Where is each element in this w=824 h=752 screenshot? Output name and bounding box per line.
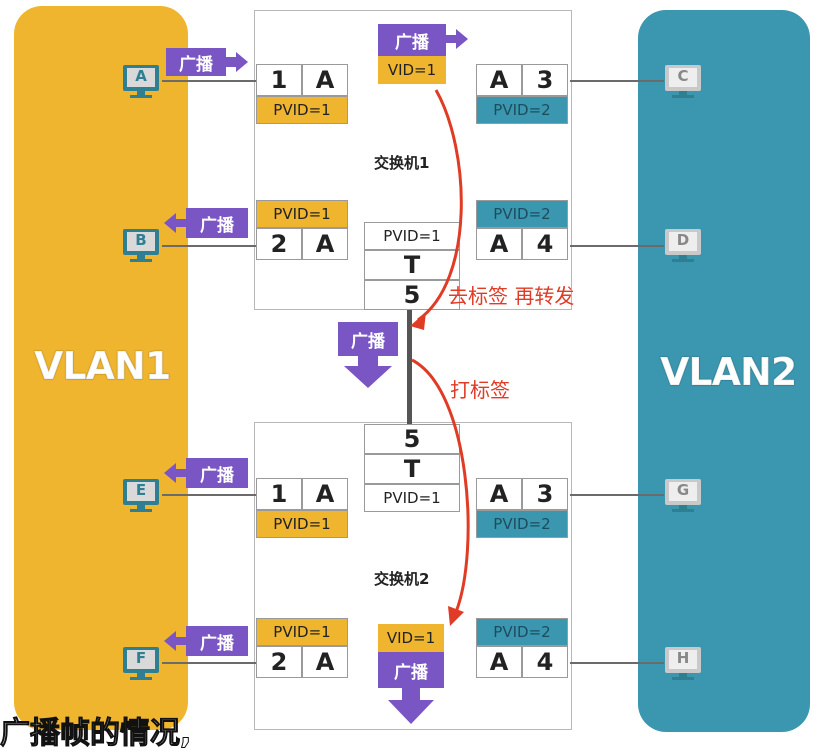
vlan2-region — [638, 10, 810, 732]
s1-port5-mode: T — [364, 250, 460, 280]
s2-port5-pvid: PVID=1 — [364, 484, 460, 512]
host-f-pc-icon — [123, 647, 159, 680]
arrow-left-icon — [164, 631, 186, 651]
s1-port5-num: 5 — [364, 280, 460, 310]
host-a-pc-icon — [123, 65, 159, 98]
broadcast-tag-to-f: 广播 — [186, 626, 248, 656]
host-b-label: B — [135, 231, 147, 249]
flow-arrow-untag — [410, 89, 463, 330]
note-tag: 打标签 — [450, 378, 510, 402]
host-d-pc-icon — [665, 229, 701, 262]
broadcast-tag-to-b: 广播 — [186, 208, 248, 238]
host-c-pc-icon — [665, 65, 701, 98]
caption-subtitle: 广播帧的情况, — [0, 716, 192, 752]
arrow-left-icon — [164, 213, 186, 233]
host-h-label: H — [676, 649, 690, 667]
flow-arrow-tag — [411, 358, 470, 626]
broadcast-tag-trunk: 广播 — [338, 322, 398, 356]
link-g — [570, 494, 664, 496]
s2-port3-mode: A — [476, 478, 522, 510]
arrow-right-icon — [446, 29, 468, 49]
host-d-label: D — [676, 231, 690, 249]
trunk-link — [407, 308, 412, 424]
s2-port2-mode: A — [302, 646, 348, 678]
link-b — [162, 245, 256, 247]
s2-port4-mode: A — [476, 646, 522, 678]
s2-port2-num: 2 — [256, 646, 302, 678]
note-untag-forward: 去标签 再转发 — [448, 284, 575, 308]
s1-port1-mode: A — [302, 64, 348, 96]
s2-port4-pvid: PVID=2 — [476, 618, 568, 646]
host-c-label: C — [677, 67, 689, 85]
broadcast-tag-to-e: 广播 — [186, 458, 248, 488]
s1-port3-num: 3 — [522, 64, 568, 96]
vlan2-label: VLAN2 — [659, 349, 798, 395]
s1-port5-pvid: PVID=1 — [364, 222, 460, 250]
host-g-pc-icon — [665, 479, 701, 512]
arrow-down-icon — [388, 688, 434, 724]
link-c — [570, 80, 664, 82]
s2-port3-pvid: PVID=2 — [476, 510, 568, 538]
s1-port2-pvid: PVID=1 — [256, 200, 348, 228]
s2-port2-pvid: PVID=1 — [256, 618, 348, 646]
host-b-pc-icon — [123, 229, 159, 262]
host-e-label: E — [135, 481, 147, 499]
s2-port3-num: 3 — [522, 478, 568, 510]
host-g-label: G — [676, 481, 690, 499]
s2-port1-pvid: PVID=1 — [256, 510, 348, 538]
link-a — [162, 80, 256, 82]
s2-port4-num: 4 — [522, 646, 568, 678]
link-f — [162, 662, 256, 664]
vlan1-region — [14, 6, 188, 730]
link-e — [162, 494, 256, 496]
s2-port1-mode: A — [302, 478, 348, 510]
s1-port1-pvid: PVID=1 — [256, 96, 348, 124]
s2-port1-num: 1 — [256, 478, 302, 510]
broadcast-tag-from-a: 广播 — [166, 48, 226, 76]
host-h-pc-icon — [665, 647, 701, 680]
link-h — [570, 662, 664, 664]
switch-2-label: 交换机2 — [374, 570, 430, 588]
host-a-label: A — [135, 67, 147, 85]
broadcast-tag-s1-top: 广播 — [378, 24, 446, 56]
s2-port5-mode: T — [364, 454, 460, 484]
s1-port3-pvid: PVID=2 — [476, 96, 568, 124]
arrow-left-icon — [164, 463, 186, 483]
link-d — [570, 245, 664, 247]
s1-port2-mode: A — [302, 228, 348, 260]
s1-port4-pvid: PVID=2 — [476, 200, 568, 228]
switch-1-label: 交换机1 — [374, 154, 430, 172]
s1-port4-mode: A — [476, 228, 522, 260]
vlan1-label: VLAN1 — [33, 343, 172, 389]
s1-port4-num: 4 — [522, 228, 568, 260]
arrow-right-icon — [226, 52, 248, 72]
arrow-down-icon — [344, 356, 392, 388]
vid-tag-s1: VID=1 — [378, 56, 446, 84]
host-e-pc-icon — [123, 479, 159, 512]
s2-port5-num: 5 — [364, 424, 460, 454]
s1-port2-num: 2 — [256, 228, 302, 260]
s1-port1-num: 1 — [256, 64, 302, 96]
s1-port3-mode: A — [476, 64, 522, 96]
host-f-label: F — [135, 649, 147, 667]
broadcast-tag-s2-bottom: 广播 — [378, 652, 444, 688]
vid-tag-s2: VID=1 — [378, 624, 444, 652]
